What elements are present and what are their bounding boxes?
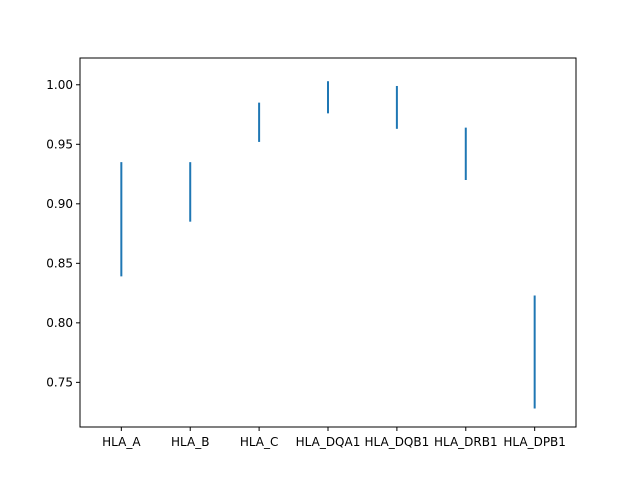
x-tick-label: HLA_B — [171, 435, 209, 449]
y-tick-label: 0.90 — [46, 197, 73, 211]
y-axis-ticks: 0.75 0.80 0.85 0.90 0.95 1.00 — [46, 78, 80, 389]
y-tick-label: 1.00 — [46, 78, 73, 92]
x-tick-label: HLA_DQB1 — [365, 435, 430, 449]
x-tick-label: HLA_DRB1 — [434, 435, 498, 449]
x-tick-label: HLA_A — [102, 435, 141, 449]
y-tick-label: 0.95 — [46, 137, 73, 151]
x-tick-label: HLA_DQA1 — [296, 435, 361, 449]
x-axis-ticks: HLA_A HLA_B HLA_C HLA_DQA1 HLA_DQB1 HLA_DRB1 H… — [102, 427, 566, 449]
y-tick-label: 0.80 — [46, 316, 73, 330]
plot-area — [120, 81, 536, 409]
y-tick-label: 0.75 — [46, 375, 73, 389]
x-tick-label: HLA_C — [240, 435, 279, 449]
axes-frame — [79, 57, 577, 428]
x-tick-label: HLA_DPB1 — [503, 435, 566, 449]
y-tick-label: 0.85 — [46, 256, 73, 270]
